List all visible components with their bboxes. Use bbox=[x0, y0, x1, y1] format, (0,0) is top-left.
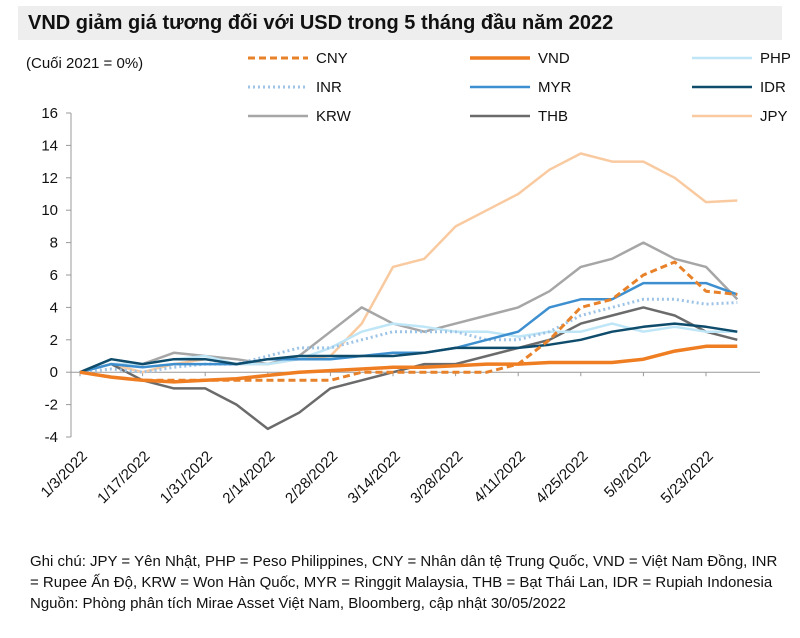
legend-label: VND bbox=[538, 50, 570, 67]
y-tick-label: 10 bbox=[41, 202, 58, 219]
source: Nguồn: Phòng phân tích Mirae Asset Việt … bbox=[30, 595, 566, 612]
x-tick-label: 4/25/2022 bbox=[532, 448, 591, 507]
series-line bbox=[79, 297, 738, 374]
x-tick-label: 2/14/2022 bbox=[219, 448, 278, 507]
chart: (Cuối 2021 = 0%) -4 -2 0 2 4 6 8 10 12 14 16 1/3/20… bbox=[26, 50, 791, 507]
x-tick-label: 5/23/2022 bbox=[658, 448, 717, 507]
legend-label: KRW bbox=[316, 108, 352, 125]
series-line bbox=[79, 322, 738, 374]
x-tick-label: 1/3/2022 bbox=[38, 448, 91, 501]
y-tick-label: 4 bbox=[50, 299, 58, 316]
y-tick-label: -2 bbox=[45, 397, 58, 414]
subtitle: (Cuối 2021 = 0%) bbox=[26, 55, 143, 72]
series-line bbox=[79, 241, 739, 374]
legend-label: CNY bbox=[316, 50, 348, 67]
x-tick-label: 3/28/2022 bbox=[407, 448, 466, 507]
y-tick-label: -4 bbox=[45, 429, 58, 446]
notes: Ghi chú: JPY = Yên Nhật, PHP = Peso Phil… bbox=[30, 551, 780, 614]
y-tick-label: 12 bbox=[41, 170, 58, 187]
series-line bbox=[79, 322, 738, 374]
legend-label: INR bbox=[316, 79, 342, 96]
note: Ghi chú: JPY = Yên Nhật, PHP = Peso Phil… bbox=[30, 553, 778, 591]
legend-label: THB bbox=[538, 108, 568, 125]
y-tick-label: 0 bbox=[50, 364, 58, 381]
legend-label: PHP bbox=[760, 50, 791, 67]
x-tick-label: 1/31/2022 bbox=[157, 448, 216, 507]
legend-label: MYR bbox=[538, 79, 572, 96]
x-tick-label: 4/11/2022 bbox=[471, 448, 529, 506]
x-tick-label: 2/28/2022 bbox=[282, 448, 341, 507]
legend-label: JPY bbox=[760, 108, 788, 125]
x-tick-label: 1/17/2022 bbox=[94, 448, 153, 507]
y-tick-label: 14 bbox=[41, 137, 58, 154]
y-tick-label: 16 bbox=[41, 105, 58, 122]
series-line bbox=[79, 344, 738, 384]
y-tick-label: 8 bbox=[50, 235, 58, 252]
series-line bbox=[79, 281, 738, 374]
y-tick-label: 6 bbox=[50, 267, 58, 284]
x-tick-label: 3/14/2022 bbox=[345, 448, 404, 507]
chart-title: VND giảm giá tương đối với USD trong 5 t… bbox=[18, 6, 782, 40]
legend-label: IDR bbox=[760, 79, 786, 96]
y-tick-label: 2 bbox=[50, 332, 58, 349]
x-tick-label: 5/9/2022 bbox=[601, 448, 654, 501]
series-line bbox=[79, 152, 738, 374]
